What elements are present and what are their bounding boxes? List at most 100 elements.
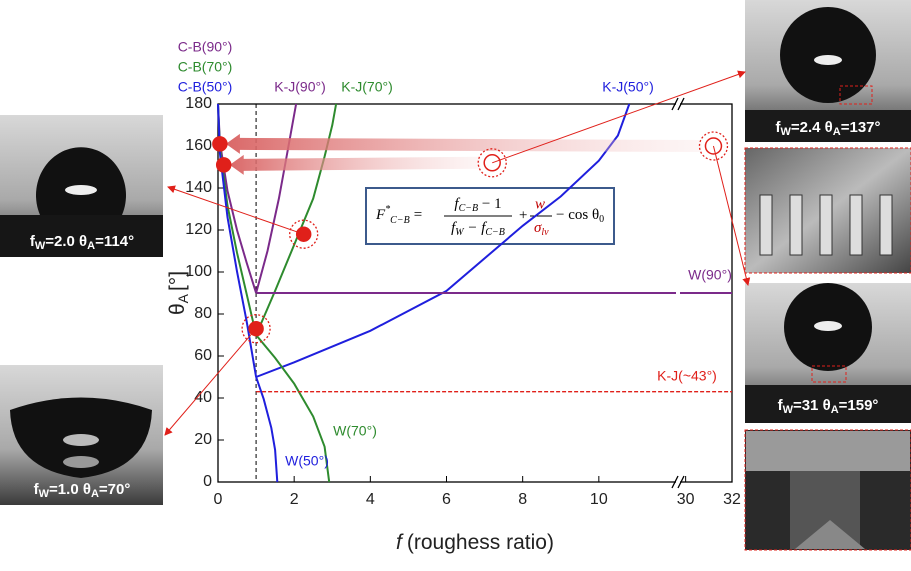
text-part: =1.0 θ (49, 481, 91, 498)
axis-break-mark (671, 475, 679, 489)
text-part: A (91, 488, 99, 500)
transfer-arrow (229, 154, 481, 175)
text-part: C−B (390, 215, 410, 226)
formula-sigma: σlv (534, 220, 549, 238)
text-part: − 1 (478, 196, 501, 212)
y-axis-label: θA [°] (166, 271, 191, 315)
y-tick-label: 80 (194, 305, 212, 322)
text-part: σ (534, 220, 542, 236)
axis-break-mark (677, 97, 685, 111)
text-part: =159° (839, 397, 879, 414)
y-tick-label: 40 (194, 389, 212, 406)
curve (255, 103, 298, 294)
curve-label: C-B(90°) (178, 39, 233, 55)
text-part: =2.0 θ (45, 233, 87, 250)
photo-right-1 (745, 0, 911, 142)
curve (255, 376, 279, 483)
text-part: W (455, 227, 465, 238)
text-part: W (35, 240, 46, 252)
curve (255, 103, 338, 336)
curve-label: K-J(~43°) (657, 368, 717, 384)
y-tick-label: 0 (203, 473, 212, 490)
curve-label: K-J(90°) (274, 79, 326, 95)
photo-left-bottom (0, 365, 163, 505)
text-part: =114° (95, 233, 134, 250)
marker-highlight (289, 219, 319, 249)
curve-label: C-B(70°) (178, 59, 233, 75)
text-part: θ (166, 303, 189, 315)
x-tick-label: 2 (290, 491, 299, 508)
photo-label: fW=2.4 θA=137° (775, 119, 880, 138)
pointer-arrow (492, 70, 746, 164)
curve-label: W(50°) (285, 453, 329, 469)
text-part: =31 θ (793, 397, 831, 414)
marker-highlight (477, 148, 507, 178)
text-part: W (780, 126, 791, 138)
formula-plus: + (518, 207, 528, 223)
text-part: =137° (841, 119, 881, 136)
axis-break-gap (676, 288, 680, 298)
text-part: f (775, 119, 781, 136)
formula-lhs: F*C−B = (375, 204, 422, 226)
curve-label: W(90°) (688, 267, 732, 283)
y-tick-label: 140 (185, 179, 212, 196)
marker (215, 157, 232, 173)
y-tick-label: 160 (185, 137, 212, 154)
y-tick-label: 120 (185, 221, 212, 238)
axis-break-mark (671, 97, 679, 111)
text-part: W (783, 404, 794, 416)
text-part: W (39, 488, 50, 500)
marker (212, 136, 228, 152)
text-part: f (34, 481, 40, 498)
text-part: C−B (485, 227, 505, 238)
marker (704, 137, 723, 155)
marker-highlight (241, 314, 271, 344)
curve-label: K-J(50°) (602, 79, 654, 95)
text-part: 0 (599, 214, 604, 225)
y-tick-label: 20 (194, 431, 212, 448)
text-part: =70° (99, 481, 130, 498)
text-part: − f (464, 220, 488, 236)
x-tick-label: 10 (590, 491, 608, 508)
text-part: (roughess ratio) (407, 531, 554, 554)
photo-right-4 (744, 429, 911, 551)
text-part: A (175, 293, 191, 303)
text-part: * (385, 204, 390, 215)
text-part: f (454, 196, 460, 212)
curve (255, 334, 331, 483)
marker-highlight (698, 131, 729, 161)
photo-left-top (0, 115, 163, 257)
text-part: f (451, 220, 457, 236)
formula-cos: − cos θ0 (556, 207, 604, 225)
text-part: f (778, 397, 784, 414)
text-part: − cos θ (556, 207, 599, 223)
x-tick-label: 0 (214, 491, 223, 508)
x-tick-label: 8 (518, 491, 527, 508)
y-tick-label: 60 (194, 347, 212, 364)
text-part: [°] (166, 271, 189, 291)
formula-den: fW − fC−B (451, 220, 505, 238)
pointer-arrow (164, 328, 257, 436)
x-axis-label: f (roughess ratio) (396, 531, 554, 554)
photo-right-2 (744, 147, 911, 274)
photo-label: fW=2.0 θA=114° (30, 233, 134, 252)
curve-label: C-B(50°) (178, 79, 233, 95)
formula-num: fC−B − 1 (454, 196, 501, 214)
curve-label: W(70°) (333, 423, 377, 439)
photo-label: fW=1.0 θA=70° (34, 481, 131, 500)
axis-break-gap (676, 98, 680, 110)
text-part: f (396, 531, 404, 554)
text-part: =2.4 θ (791, 119, 833, 136)
curve-label: K-J(70°) (341, 79, 393, 95)
y-tick-label: 100 (185, 263, 212, 280)
x-tick-label: 4 (366, 491, 375, 508)
x-tick-label: 32 (723, 491, 741, 508)
marker (483, 154, 501, 172)
text-part: A (831, 404, 839, 416)
axis-break-mark (677, 475, 685, 489)
text-part: C−B (459, 203, 479, 214)
text-part: f (30, 233, 36, 250)
pointer-arrow (167, 185, 304, 235)
text-part: F (375, 207, 386, 223)
